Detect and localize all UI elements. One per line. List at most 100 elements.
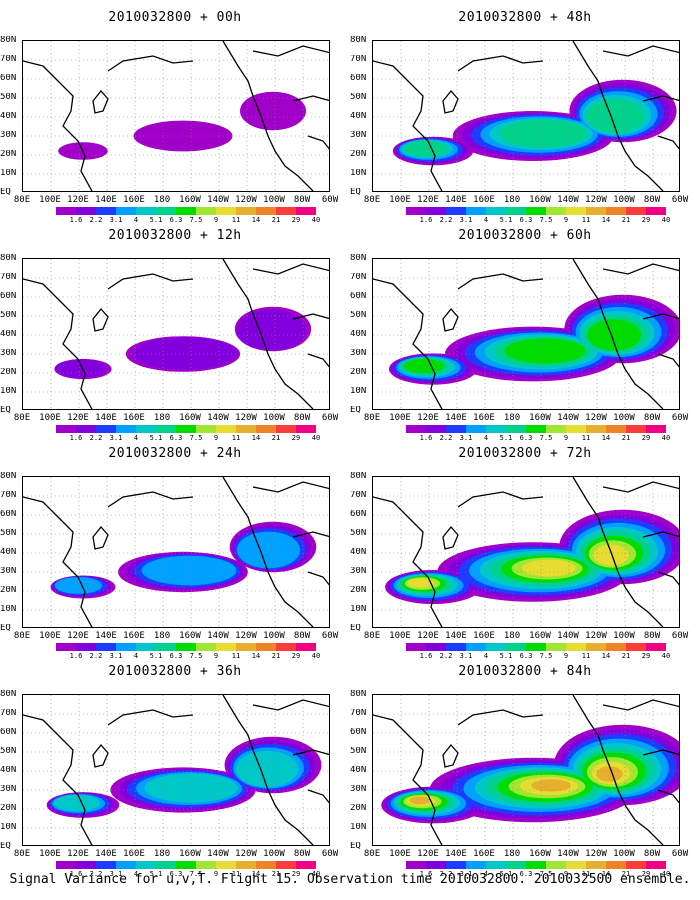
lat-label: 60N (350, 292, 367, 301)
forecast-panel: 2010032800 + 72h 80N 70N 60N 50N 40N 30N 20N 10N… (350, 436, 700, 660)
lat-label: 70N (0, 709, 17, 718)
colorbar-label: 5.1 (149, 652, 163, 660)
lon-label: 80E (13, 195, 31, 205)
coastline (252, 481, 329, 493)
colorbar-swatch (276, 861, 296, 869)
colorbar-swatch (116, 643, 136, 651)
colorbar-label: 9 (563, 652, 569, 660)
colorbar-label: 21 (621, 216, 631, 224)
coastline (602, 481, 679, 493)
coastline (373, 714, 443, 845)
colorbar-label: 3.1 (459, 216, 473, 224)
variance-field (23, 41, 329, 191)
lat-label: 80N (0, 472, 17, 481)
lat-label: 70N (0, 55, 17, 64)
colorbar-swatch (176, 207, 196, 215)
lon-label: 100W (613, 195, 635, 205)
colorbar-swatch (296, 207, 316, 215)
colorbar-swatch (406, 643, 426, 651)
colorbar-label: 6.3 (519, 870, 533, 878)
colorbar-swatch (466, 425, 486, 433)
colorbar-label: 21 (621, 870, 631, 878)
lon-label: 160E (123, 631, 145, 641)
lon-label: 120E (417, 631, 439, 641)
lon-label: 140E (95, 195, 117, 205)
colorbar (406, 425, 666, 433)
colorbar-swatch (256, 861, 276, 869)
colorbar-label: 1.6 (69, 216, 83, 224)
colorbar-label: 1.6 (69, 652, 83, 660)
lat-label: 50N (0, 311, 17, 320)
lon-label: 80E (13, 849, 31, 859)
colorbar-swatch (256, 207, 276, 215)
lon-label: 80W (643, 631, 661, 641)
lon-label: 80E (13, 631, 31, 641)
lon-label: 180 (503, 413, 521, 423)
colorbar-label: 4 (133, 652, 139, 660)
colorbar-swatch (486, 207, 506, 215)
colorbar-swatch (626, 207, 646, 215)
contour-fill (55, 359, 108, 378)
lat-label: 40N (0, 112, 17, 121)
lat-label: 10N (350, 605, 367, 614)
contour-level-5 (403, 98, 645, 157)
colorbar-swatch (546, 207, 566, 215)
coastline (642, 749, 679, 756)
contour-fill (596, 766, 623, 782)
lon-label: 160W (529, 631, 551, 641)
lon-label: 100W (263, 195, 285, 205)
lon-axis-labels: 80E 100E 120E 140E 160E 180 160W 140W 120W 100W 80… (13, 631, 338, 643)
lat-label: 50N (350, 311, 367, 320)
lat-label: 50N (350, 747, 367, 756)
lat-label: 80N (350, 254, 367, 263)
colorbar-label: 1.6 (69, 870, 83, 878)
colorbar-swatch (156, 643, 176, 651)
colorbar-label: 9 (213, 434, 219, 442)
coastline (642, 313, 679, 320)
map-plot (372, 258, 680, 410)
colorbar-swatch (276, 425, 296, 433)
lat-label: 40N (350, 766, 367, 775)
colorbar-label: 29 (641, 652, 651, 660)
colorbar-label: 7.5 (539, 216, 553, 224)
colorbar-swatch (406, 207, 426, 215)
colorbar-swatch (426, 643, 446, 651)
coastline (107, 709, 194, 726)
colorbar-label: 21 (271, 870, 281, 878)
colorbar-label: 9 (213, 652, 219, 660)
lon-label: 160W (179, 195, 201, 205)
coastline (222, 259, 314, 409)
colorbar-swatch (156, 861, 176, 869)
colorbar-label: 1.6 (69, 434, 83, 442)
lon-label: 120W (585, 849, 607, 859)
lon-label: 100E (39, 849, 61, 859)
contour-fill (54, 577, 103, 594)
forecast-panel: 2010032800 + 84h 80N 70N 60N 50N 40N 30N 20N 10N… (350, 654, 700, 878)
lon-label: 80W (643, 195, 661, 205)
colorbar-label: 21 (271, 216, 281, 224)
colorbar-swatch (486, 643, 506, 651)
contour-fill (504, 338, 586, 364)
colorbar-label: 14 (601, 870, 611, 878)
colorbar-swatch (176, 425, 196, 433)
colorbar-swatch (276, 207, 296, 215)
colorbar-label: 7.5 (539, 652, 553, 660)
panel-title: 2010032800 + 36h (108, 664, 242, 679)
contour-fill (403, 358, 445, 374)
colorbar-label: 4 (133, 216, 139, 224)
coastline (23, 278, 93, 409)
colorbar-label: 6.3 (169, 434, 183, 442)
colorbar-swatch (526, 207, 546, 215)
colorbar-label: 21 (271, 434, 281, 442)
colorbar-swatch (586, 643, 606, 651)
coastline (107, 55, 194, 72)
colorbar-swatch (236, 425, 256, 433)
lon-label: 140E (95, 413, 117, 423)
lon-label: 100W (613, 849, 635, 859)
forecast-panel: 2010032800 + 48h 80N 70N 60N 50N 40N 30N 20N 10N… (350, 0, 700, 224)
lat-label: 40N (0, 766, 17, 775)
colorbar-label: 14 (251, 870, 261, 878)
map-plot (22, 40, 330, 192)
lat-label: 50N (0, 529, 17, 538)
colorbar-swatch (176, 643, 196, 651)
